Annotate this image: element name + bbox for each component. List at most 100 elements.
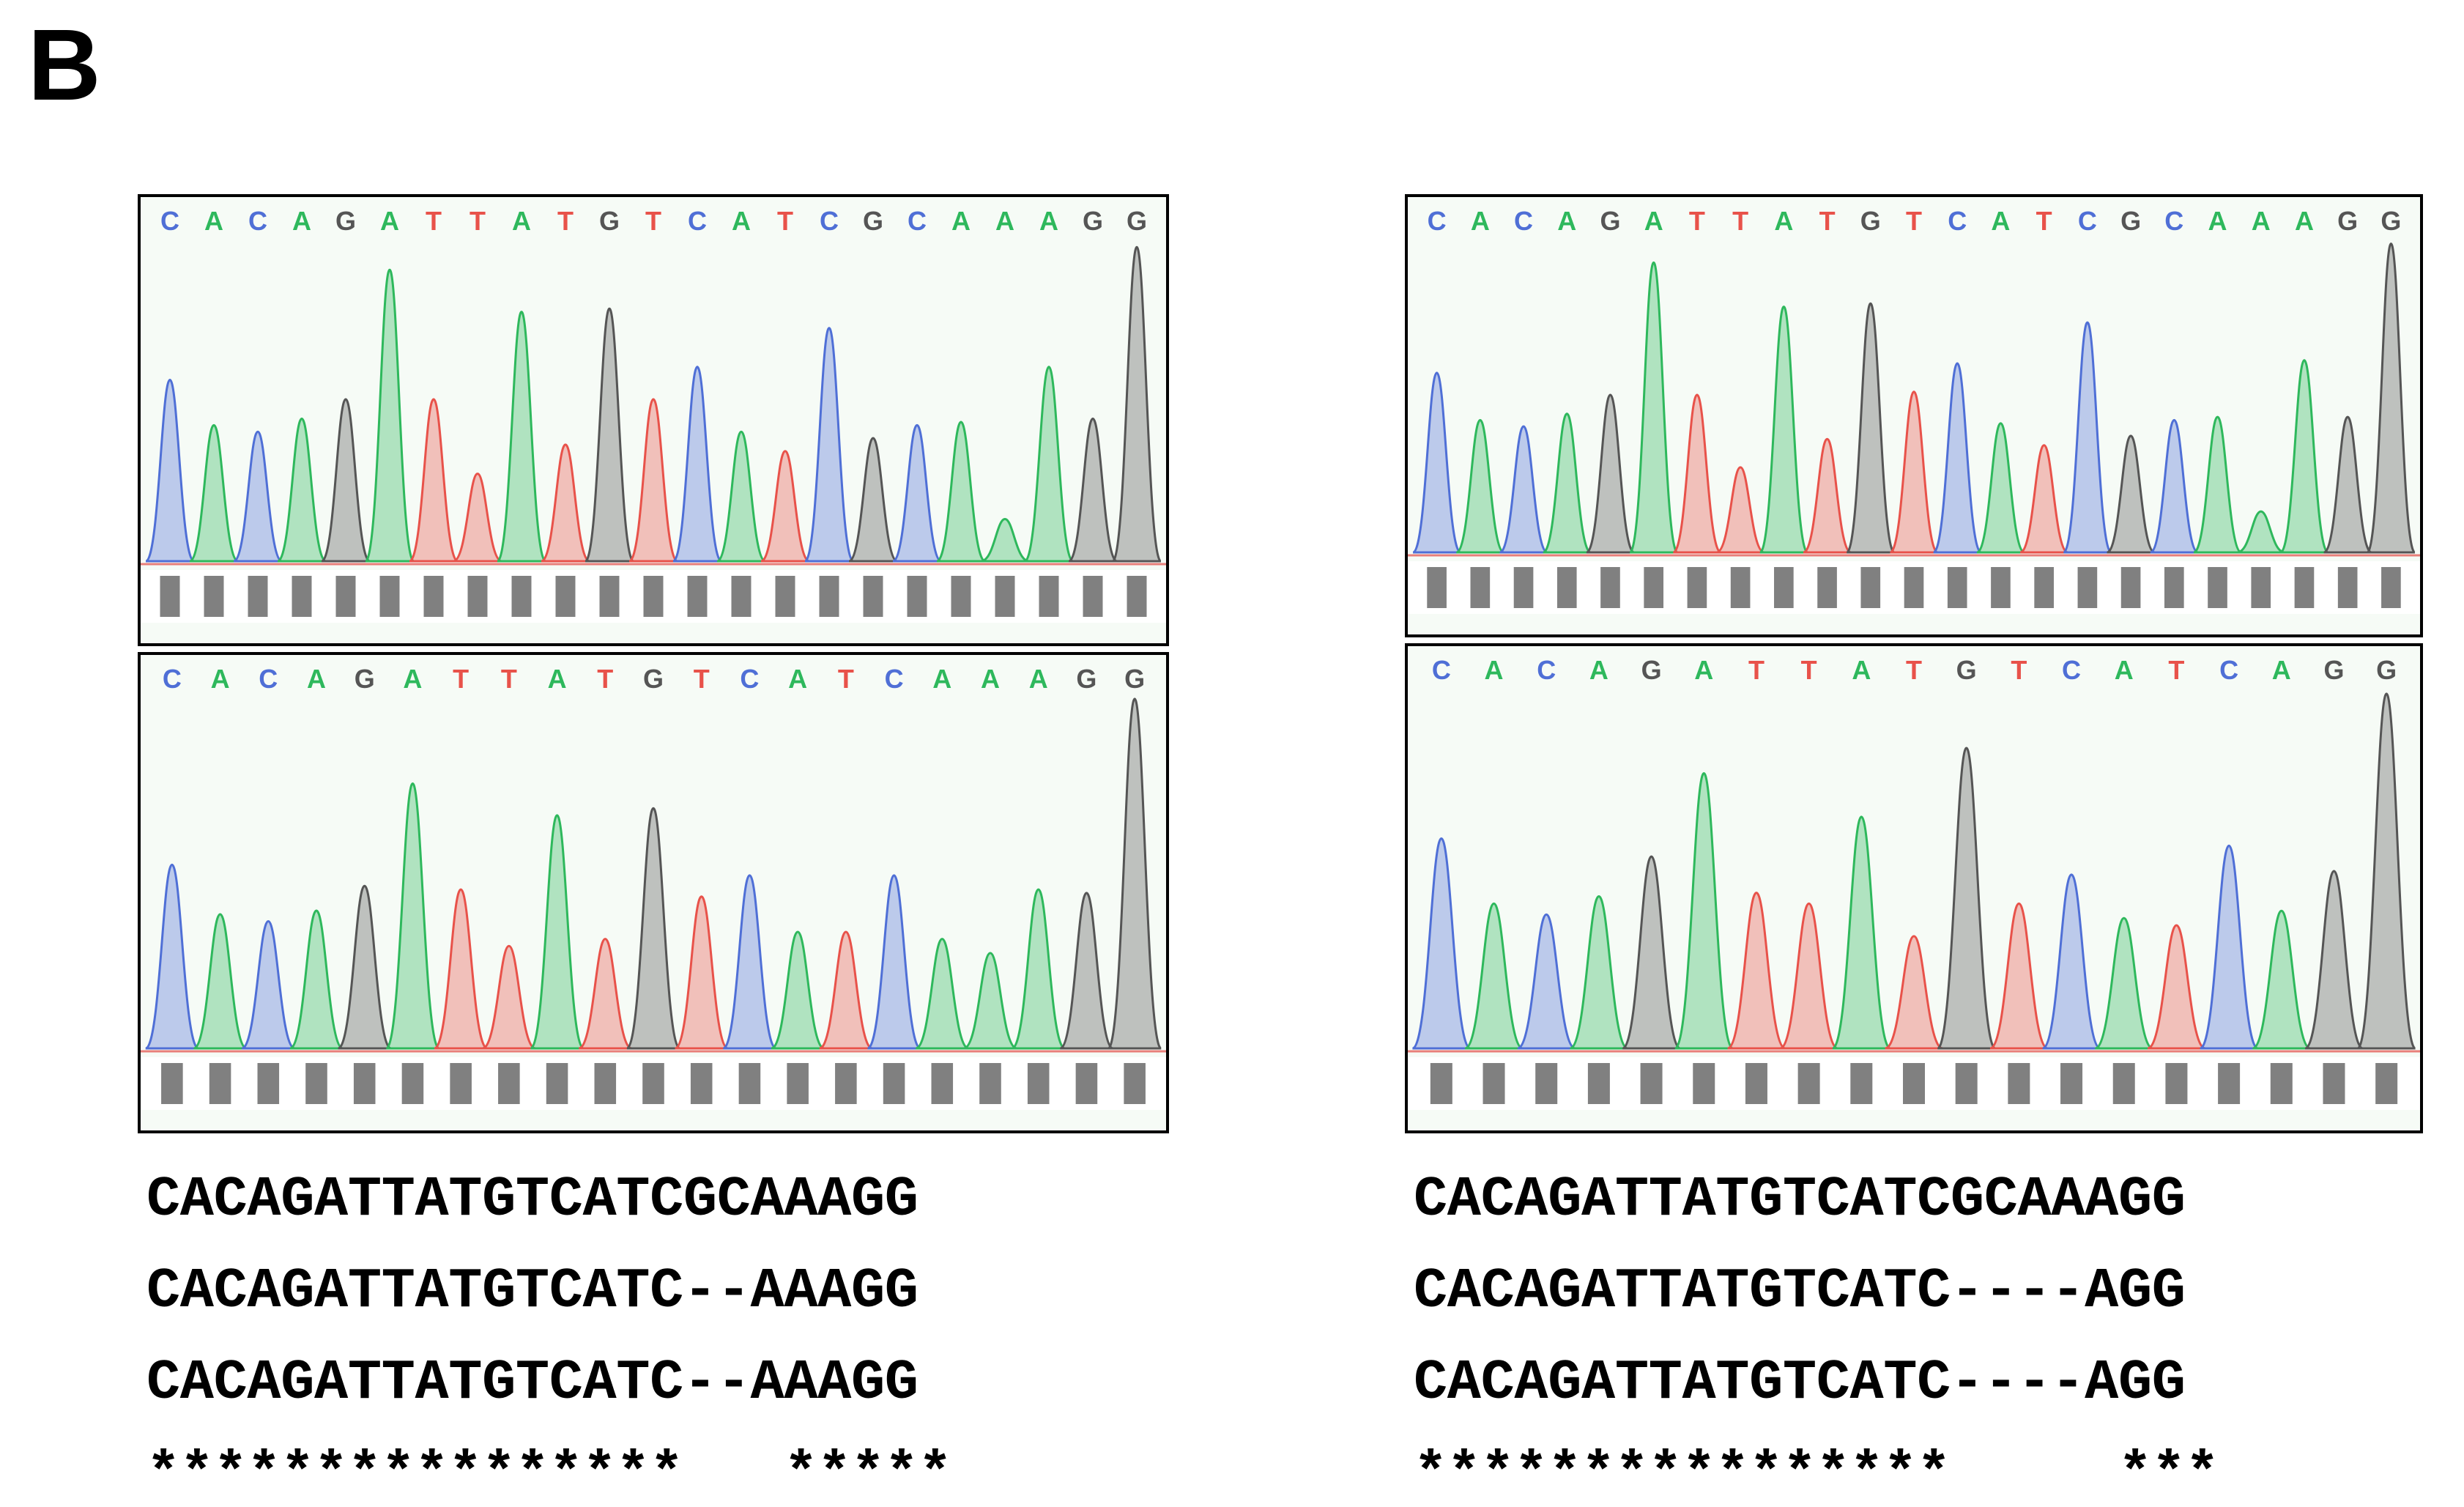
trace-peak: [408, 398, 459, 563]
quality-bar: [951, 576, 971, 617]
quality-bar: [2165, 1063, 2188, 1104]
trace-peak: [453, 473, 502, 563]
quality-bar: [2323, 1063, 2345, 1104]
trace-peak: [1542, 412, 1592, 554]
quality-bar: [738, 1063, 761, 1104]
base-call-letter: A: [1471, 206, 1490, 236]
quality-bar: [1955, 1063, 1978, 1104]
base-call-letter: C: [2164, 206, 2183, 236]
quality-bar: [1745, 1063, 1767, 1104]
base-call-letter: T: [426, 206, 442, 236]
base-call-letter: A: [2208, 206, 2227, 236]
base-call-letter: T: [2036, 206, 2052, 236]
trace-peak: [1059, 892, 1114, 1050]
quality-bar: [863, 576, 883, 617]
quality-bar: [555, 576, 576, 617]
trace-peak: [760, 450, 810, 563]
quality-bar: [1427, 567, 1447, 608]
base-call-letter: G: [643, 664, 664, 694]
base-call-letter: C: [163, 664, 182, 694]
quality-bar: [1083, 576, 1103, 617]
quality-bar: [775, 576, 795, 617]
quality-bar: [1730, 567, 1751, 608]
quality-bar: [450, 1063, 472, 1104]
base-call-letter: C: [1514, 206, 1533, 236]
quality-bar: [687, 576, 708, 617]
trace-peak: [892, 423, 942, 563]
base-call-letter: T: [1906, 655, 1922, 685]
quality-bar: [1127, 576, 1147, 617]
trace-peak: [1845, 302, 1896, 554]
trace-peak: [674, 895, 729, 1050]
trace-peak: [482, 944, 536, 1050]
base-call-letter: C: [259, 664, 278, 694]
quality-bar: [931, 1063, 954, 1104]
trace-peak: [385, 782, 441, 1050]
trace-peak: [1726, 892, 1786, 1050]
trace-peak: [1569, 895, 1629, 1050]
quality-bar: [1039, 576, 1059, 617]
quality-bar: [2164, 567, 2184, 608]
base-call-letter: C: [885, 664, 904, 694]
quality-bar: [2112, 1063, 2135, 1104]
base-call-letter: A: [932, 664, 951, 694]
base-call-letter: T: [2011, 655, 2027, 685]
quality-bar: [1640, 1063, 1663, 1104]
base-call-letter: A: [548, 664, 567, 694]
base-call-letter: C: [740, 664, 759, 694]
trace-peak: [2193, 415, 2242, 554]
trace-peak: [1884, 935, 1944, 1050]
trace-peak: [1011, 888, 1066, 1050]
base-call-letter: T: [2168, 655, 2184, 685]
trace-peak: [144, 863, 199, 1050]
quality-bar: [379, 576, 400, 617]
quality-bar: [546, 1063, 568, 1104]
base-call-letter: A: [1852, 655, 1871, 685]
base-call-letter: A: [981, 664, 1000, 694]
base-call-letter: G: [2120, 206, 2141, 236]
base-call-letter: G: [2337, 206, 2358, 236]
trace-peak: [1671, 393, 1722, 554]
base-call-letter: A: [512, 206, 531, 236]
trace-peak: [578, 938, 633, 1050]
quality-bar: [1587, 1063, 1610, 1104]
quality-bar: [690, 1063, 713, 1104]
trace-peak: [277, 418, 327, 563]
quality-bar: [1124, 1063, 1146, 1104]
trace-peak: [1023, 366, 1075, 563]
quality-bar: [1556, 567, 1577, 608]
alignment-line-reference: CACAGATTATGTCATCGCAAAGG: [146, 1169, 919, 1232]
trace-peak: [1111, 245, 1162, 563]
quality-bar: [257, 1063, 280, 1104]
base-call-letter: C: [2078, 206, 2097, 236]
base-call-letter: T: [1732, 206, 1748, 236]
quality-bar: [292, 576, 312, 617]
quality-bar: [2251, 567, 2271, 608]
quality-bar: [160, 576, 180, 617]
base-call-letter: A: [1029, 664, 1048, 694]
base-call-letter: G: [863, 206, 883, 236]
trace-peak: [1674, 772, 1734, 1050]
quality-bar: [599, 576, 620, 617]
trace-peak: [320, 398, 371, 563]
quality-bar: [1513, 567, 1534, 608]
base-call-letter: T: [557, 206, 574, 236]
base-call-letter: A: [292, 206, 311, 236]
trace-peak: [2106, 434, 2156, 554]
alignment-conservation-line: **************** *****: [146, 1443, 952, 1507]
trace-peak: [1779, 902, 1838, 1050]
base-call-letter: G: [2380, 206, 2401, 236]
quality-bar: [2337, 567, 2358, 608]
quality-bar: [731, 576, 752, 617]
quality-bar: [2120, 567, 2141, 608]
base-call-letter: A: [1694, 655, 1713, 685]
trace-peak: [819, 930, 873, 1050]
trace-peak: [1499, 425, 1548, 554]
quality-bar: [1693, 1063, 1715, 1104]
base-call-letter: C: [820, 206, 839, 236]
base-call-letter: A: [1991, 206, 2010, 236]
base-call-letter: T: [1906, 206, 1922, 236]
base-call-letter: G: [2323, 655, 2344, 685]
quality-bar: [1483, 1063, 1505, 1104]
